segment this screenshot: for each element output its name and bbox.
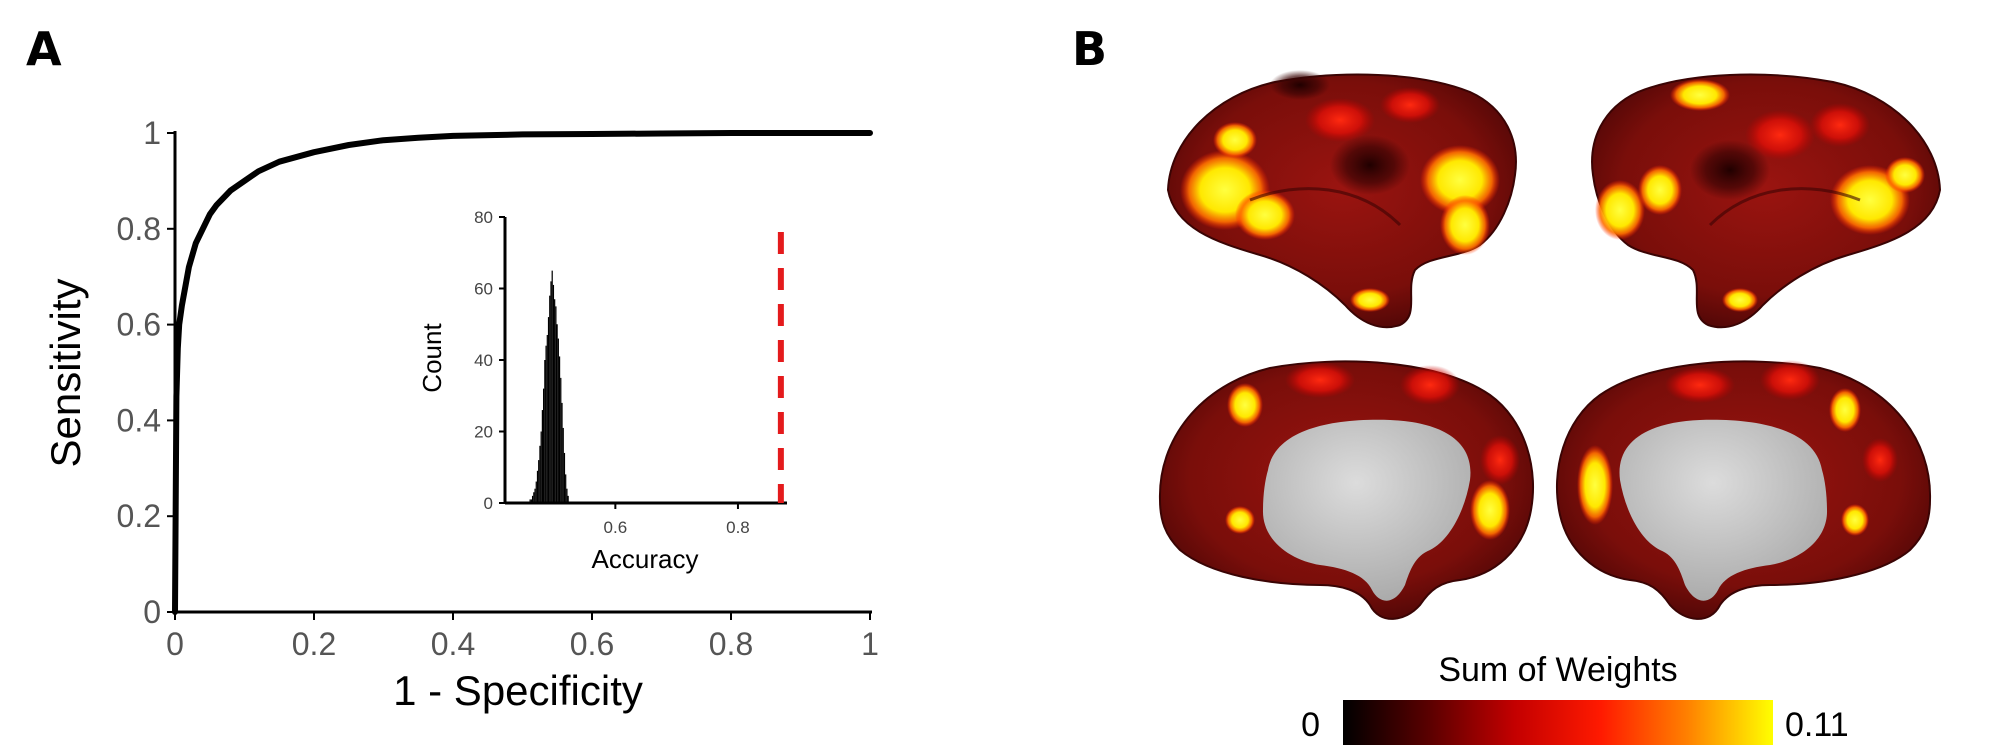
inset-y-axis-label: Count xyxy=(417,323,447,393)
right-medial-wall xyxy=(1619,419,1828,601)
inset-bar xyxy=(562,427,564,503)
inset-bar xyxy=(556,324,558,503)
inset-y-tick-label: 0 xyxy=(484,494,493,513)
inset-bar xyxy=(530,499,532,503)
inset-bar xyxy=(550,281,552,503)
roc-x-tick-label: 0.2 xyxy=(292,626,336,662)
brain-right-medial xyxy=(1556,360,1932,620)
roc-x-tick-label: 0.6 xyxy=(570,626,614,662)
inset-bar xyxy=(552,284,555,503)
inset-y-tick-label: 60 xyxy=(474,280,493,299)
roc-x-tick-label: 0 xyxy=(166,626,184,662)
inset-bar xyxy=(557,338,559,503)
roc-y-tick-label: 1 xyxy=(143,115,161,151)
roc-y-axis-label: Sensitivity xyxy=(42,278,89,467)
inset-x-tick-label: 0.6 xyxy=(604,518,628,537)
panel-b-label: B xyxy=(1072,22,1107,76)
inset-bar xyxy=(565,474,567,503)
roc-chart: 0 0.2 0.4 0.6 0.8 1 0 0.2 0.4 0.6 0.8 1 1 - Specif… xyxy=(42,115,879,714)
roc-x-tick-label: 0.4 xyxy=(431,626,475,662)
inset-y-tick-label: 80 xyxy=(474,208,493,227)
roc-x-tick-label: 1 xyxy=(861,626,879,662)
brain-left-lateral xyxy=(1166,70,1517,329)
roc-y-tick-label: 0.4 xyxy=(117,402,161,438)
inset-bar xyxy=(560,377,562,504)
inset-bar xyxy=(545,345,547,503)
roc-y-tick-label: 0.8 xyxy=(117,211,161,247)
roc-curve xyxy=(172,130,873,615)
inset-y-tick-label: 40 xyxy=(474,351,493,370)
roc-axes xyxy=(173,131,872,614)
inset-bar xyxy=(549,295,551,503)
inset-bar xyxy=(547,317,550,503)
panel-a-label: A xyxy=(26,22,62,76)
inset-bar xyxy=(543,388,545,503)
inset-y-tick-label: 20 xyxy=(474,423,493,442)
colorbar-max-label: 0.11 xyxy=(1785,706,1849,744)
inset-x-ticks: 0.6 0.8 xyxy=(604,503,750,537)
brain-left-medial xyxy=(1158,360,1534,620)
inset-x-tick-label: 0.8 xyxy=(726,518,750,537)
inset-bar xyxy=(539,445,541,503)
inset-bar xyxy=(534,488,536,503)
roc-x-tick-label: 0.8 xyxy=(709,626,753,662)
inset-bar xyxy=(540,431,542,503)
inset-histogram: 0 20 40 60 80 0.6 0.8 Accuracy Count xyxy=(417,208,787,574)
inset-y-ticks: 0 20 40 60 80 xyxy=(474,208,505,513)
inset-bar xyxy=(561,402,563,503)
inset-bar xyxy=(567,495,569,503)
inset-bar xyxy=(529,499,531,503)
inset-bar xyxy=(554,299,556,503)
roc-y-ticks: 0 0.2 0.4 0.6 0.8 1 xyxy=(117,115,175,630)
inset-bar xyxy=(555,306,557,504)
inset-x-axis-label: Accuracy xyxy=(592,544,699,574)
colorbar-title: Sum of Weights xyxy=(1438,651,1677,689)
inset-bar xyxy=(538,460,540,503)
inset-bar xyxy=(563,452,566,503)
roc-y-tick-label: 0.2 xyxy=(117,498,161,534)
inset-bar xyxy=(535,481,537,503)
inset-bar xyxy=(541,410,544,503)
inset-bar xyxy=(544,360,546,503)
inset-bar xyxy=(546,334,548,503)
inset-bar xyxy=(536,470,539,503)
colorbar-min-label: 0 xyxy=(1301,706,1320,744)
inset-bar xyxy=(531,495,534,503)
roc-y-tick-label: 0.6 xyxy=(117,307,161,343)
inset-bar xyxy=(566,488,568,503)
roc-y-tick-label: 0 xyxy=(143,594,161,630)
inset-bar xyxy=(533,492,535,503)
roc-x-ticks: 0 0.2 0.4 0.6 0.8 1 xyxy=(166,612,879,662)
inset-bar xyxy=(558,356,561,503)
roc-x-axis-label: 1 - Specificity xyxy=(393,667,643,714)
inset-bar xyxy=(551,270,553,504)
brain-right-lateral xyxy=(1591,73,1942,329)
colorbar: Sum of Weights 0 0.11 xyxy=(1301,651,1849,745)
inset-bars xyxy=(529,270,569,504)
left-medial-wall xyxy=(1262,419,1471,601)
colorbar-gradient xyxy=(1343,700,1773,745)
